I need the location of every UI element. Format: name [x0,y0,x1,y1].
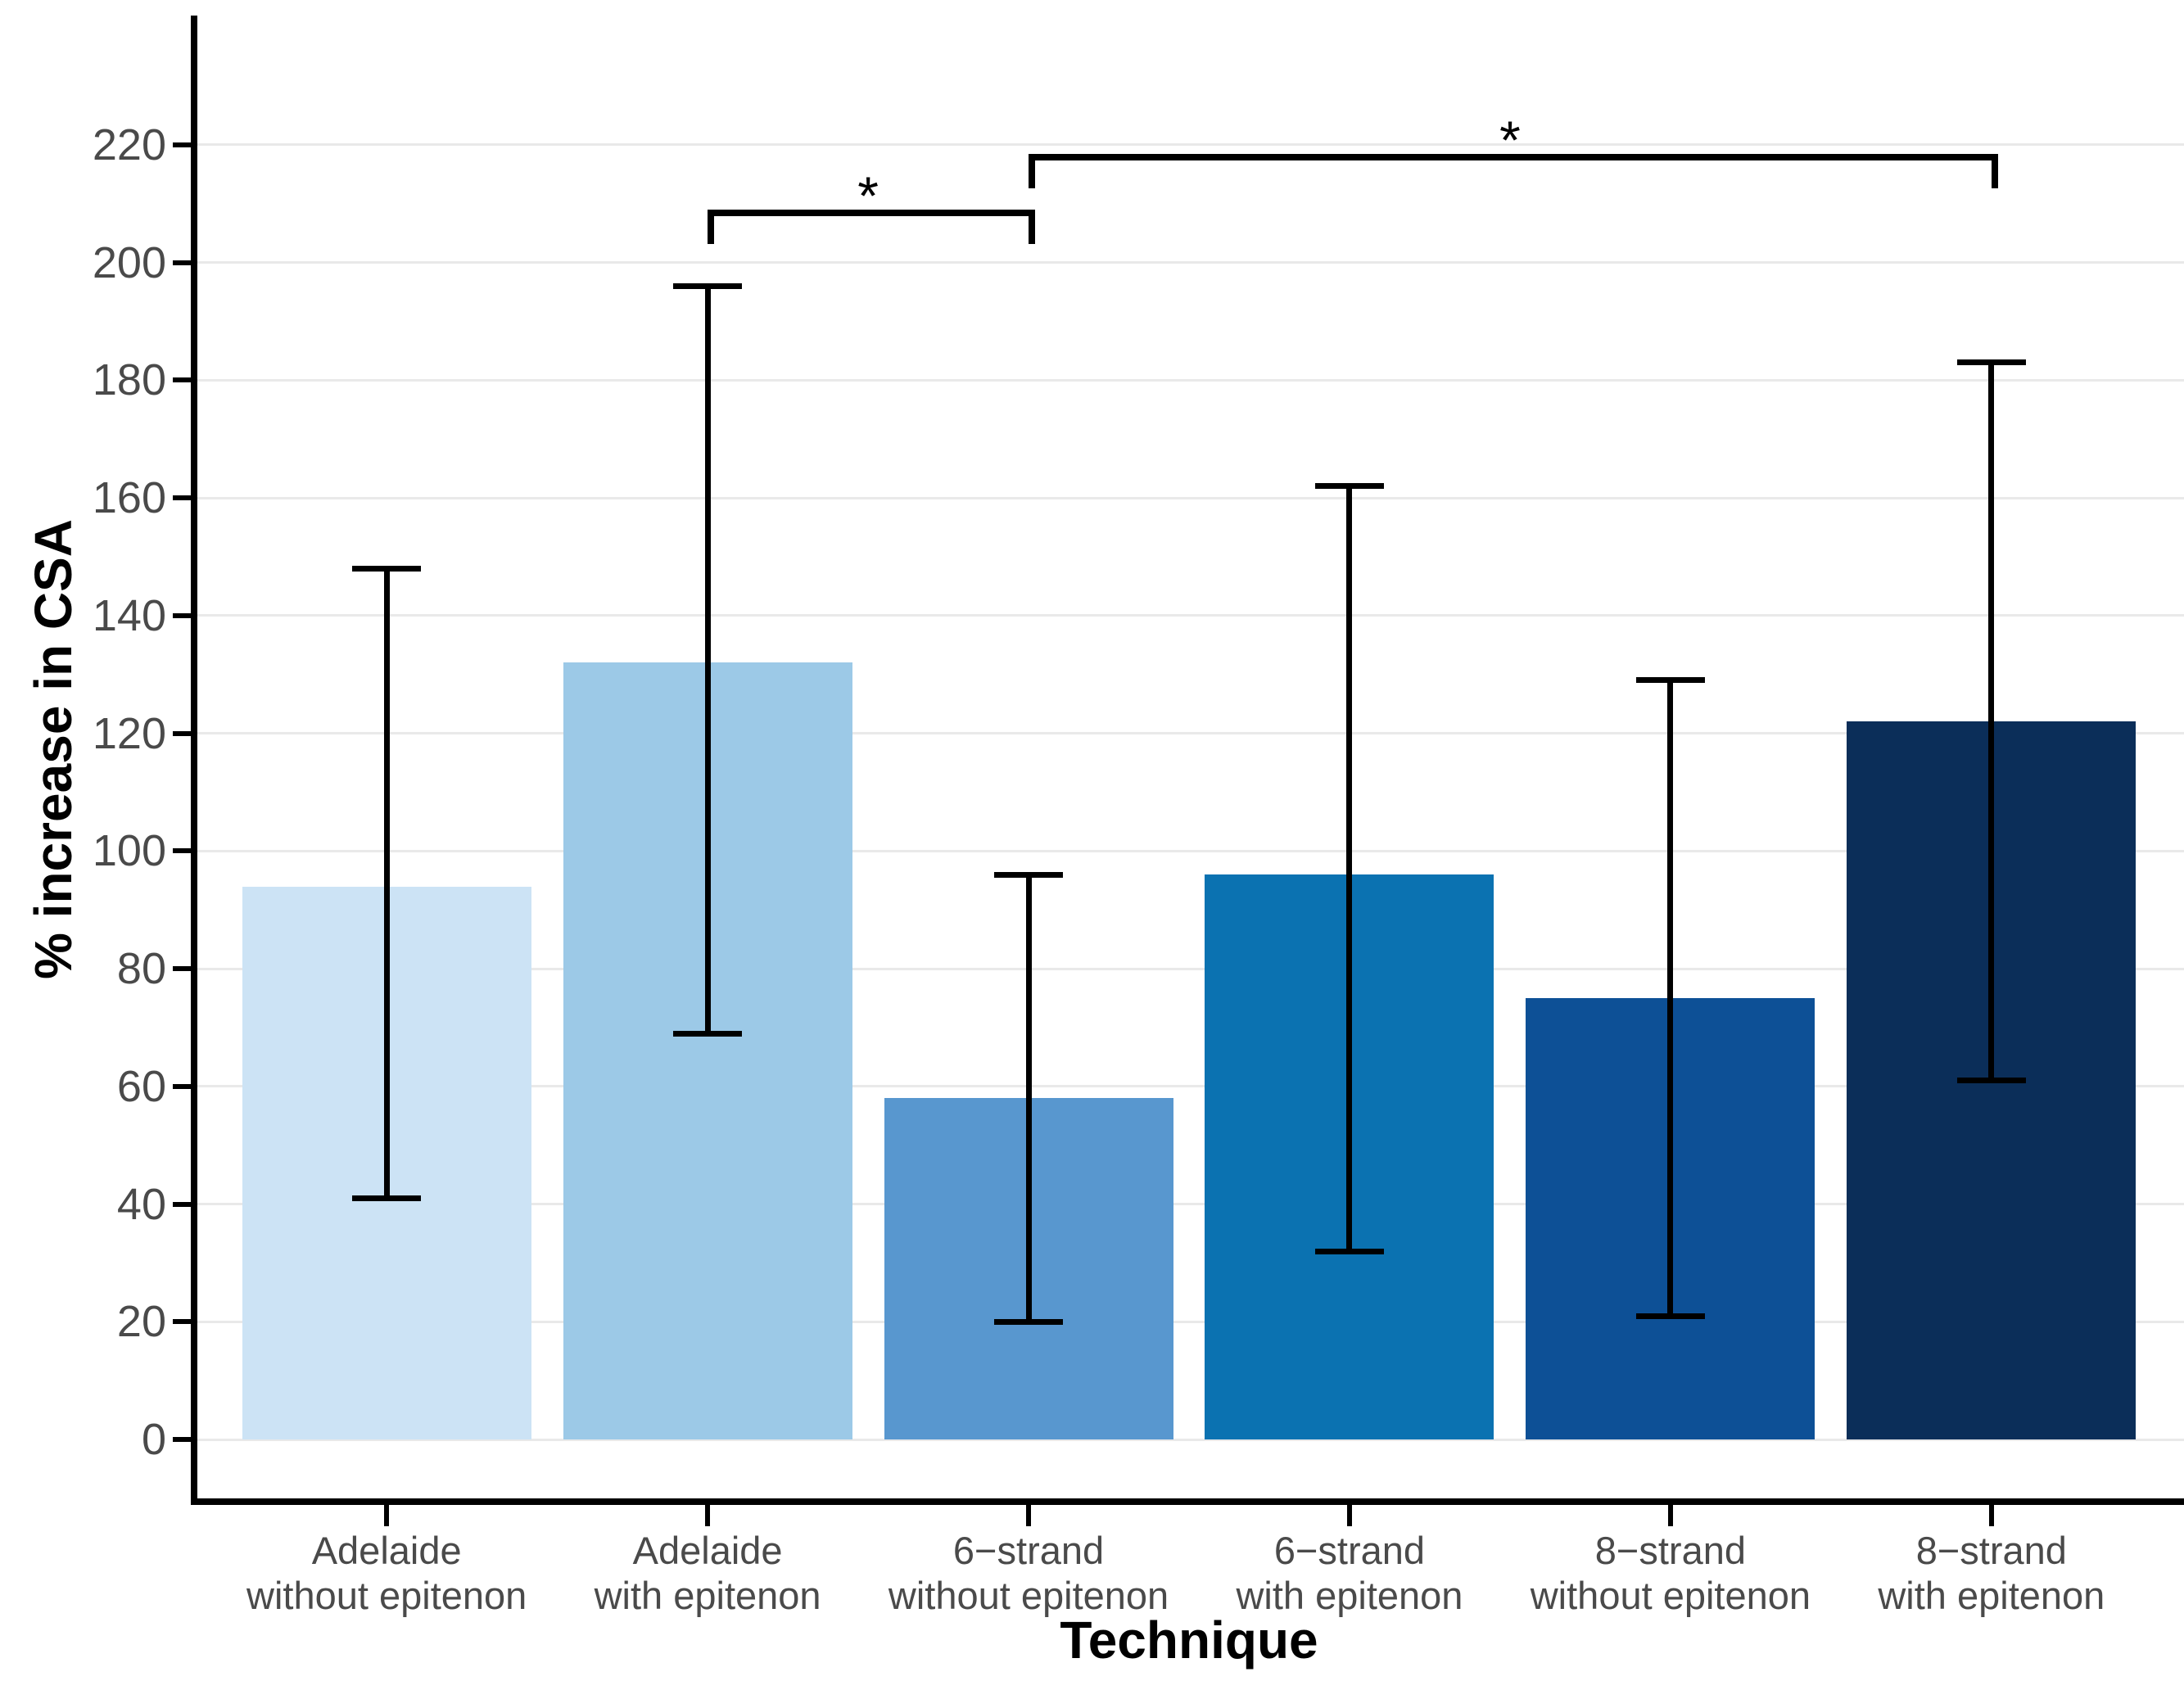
gridline [194,1320,2184,1323]
significance-star: * [857,165,879,226]
y-tick [173,1319,194,1325]
x-tick [705,1505,711,1526]
error-bar-cap-bottom [352,1195,422,1201]
significance-bracket-end-right [1029,209,1036,244]
y-axis-line [191,16,197,1505]
significance-star: * [1499,109,1521,170]
y-tick-label: 200 [92,237,166,287]
y-tick-label: 120 [92,708,166,758]
error-bar-line [1988,362,1995,1081]
error-bar-line [704,286,711,1034]
x-tick-label-line2: without epitenon [888,1574,1169,1617]
x-tick [384,1505,390,1526]
y-tick [173,1083,194,1089]
error-bar-cap-top [1956,359,2026,366]
y-tick [173,142,194,147]
y-tick [173,730,194,736]
gridline [194,143,2184,147]
error-bar-cap-bottom [994,1318,1064,1325]
y-tick [173,1201,194,1207]
y-tick-label: 20 [116,1297,166,1347]
x-tick-label-line1: 6−strand [952,1529,1105,1572]
significance-bracket-bar [708,209,1036,216]
gridline [194,496,2184,499]
y-tick [173,495,194,501]
x-tick-label: 6−strand with epitenon [1128,1528,1571,1618]
x-tick-label: Adelaide without epitenon [165,1528,608,1618]
y-tick [173,966,194,972]
error-bar-cap-bottom [673,1030,743,1037]
x-tick-label-line2: with epitenon [1236,1574,1463,1617]
significance-bracket-end-left [708,209,715,244]
gridline [194,1085,2184,1088]
x-tick [1346,1505,1352,1526]
x-tick-label-line1: 8−strand [1594,1529,1746,1572]
y-tick [173,260,194,265]
gridline [194,1203,2184,1206]
x-tick-label-line1: Adelaide [311,1529,462,1572]
x-axis-title: Technique [1060,1611,1318,1670]
error-bar-line [1667,680,1674,1317]
significance-bracket-end-right [1991,153,1998,188]
error-bar-line [383,568,390,1199]
y-tick [173,612,194,618]
x-tick-label: Adelaide with epitenon [486,1528,929,1618]
error-bar-cap-bottom [1314,1248,1384,1254]
error-bar-cap-top [1635,677,1705,684]
gridline [194,849,2184,852]
significance-bracket-end-left [1029,153,1036,188]
y-tick-label: 140 [92,590,166,640]
y-tick-label: 0 [141,1415,166,1465]
gridline [194,614,2184,617]
x-tick [1667,1505,1673,1526]
y-tick [173,1437,194,1443]
y-tick-label: 160 [92,473,166,523]
error-bar-cap-top [994,871,1064,878]
x-tick [1988,1505,1994,1526]
error-bar-cap-bottom [1956,1078,2026,1084]
x-tick-label-line2: with epitenon [594,1574,821,1617]
x-tick [1026,1505,1032,1526]
error-bar-cap-top [1314,483,1384,490]
x-tick-label-line1: 6−strand [1273,1529,1426,1572]
y-tick [173,377,194,383]
y-tick-label: 220 [92,120,166,169]
gridline [194,378,2184,382]
y-tick-label: 40 [116,1179,166,1229]
x-tick-label-line2: with epitenon [1878,1574,2105,1617]
error-bar-cap-top [352,565,422,572]
x-tick-label-line2: without epitenon [1530,1574,1811,1617]
y-tick-label: 60 [116,1061,166,1111]
gridline [194,732,2184,735]
x-tick-label-line1: 8−strand [1915,1529,2067,1572]
gridline [194,1438,2184,1441]
x-axis-line [191,1498,2184,1505]
x-tick-label: 8−strand with epitenon [1770,1528,2184,1618]
error-bar-cap-top [673,282,743,289]
x-tick-label: 8−strand without epitenon [1449,1528,1892,1618]
error-bar-line [1346,486,1353,1252]
x-tick-label-line2: without epitenon [246,1574,527,1617]
x-tick-label-line1: Adelaide [632,1529,783,1572]
error-bar-cap-bottom [1635,1313,1705,1319]
y-tick-label: 100 [92,826,166,876]
y-tick-label: 80 [116,944,166,994]
x-tick-label: 6−strand without epitenon [807,1528,1250,1618]
error-bar-line [1025,874,1032,1322]
significance-bracket-bar [1029,153,1998,160]
y-tick [173,848,194,854]
gridline [194,261,2184,264]
gridline [194,967,2184,970]
y-tick-label: 180 [92,355,166,405]
